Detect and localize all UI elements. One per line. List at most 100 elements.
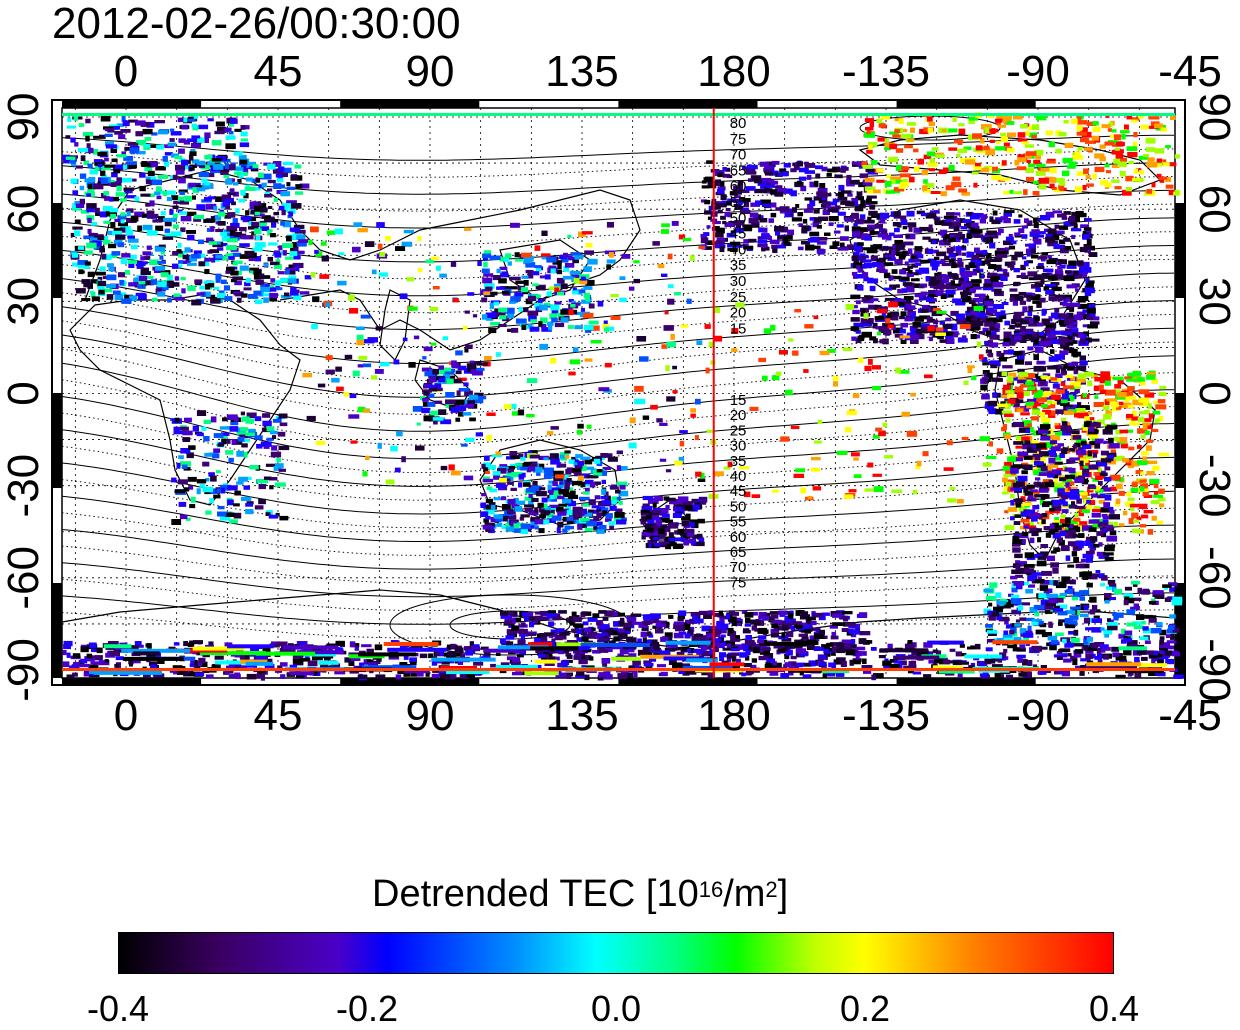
tec-point [589,499,596,505]
tec-point [141,268,149,273]
tec-point [1038,263,1044,266]
tec-point [241,138,248,141]
tec-point [1043,501,1053,505]
tec-point [799,177,807,181]
tec-point [1032,300,1041,304]
tec-point [1002,372,1008,376]
tec-point [1042,513,1047,517]
tec-point [210,298,221,303]
frame-bar-left [52,393,62,488]
tec-point [566,674,571,679]
tec-point [908,248,912,253]
tec-point [255,280,264,285]
tec-point [225,450,233,455]
tec-point [879,339,888,343]
tec-point [543,457,548,460]
tec-point [279,516,288,521]
tec-point [1105,495,1112,501]
tec-point [1094,386,1100,392]
tec-point [183,641,188,646]
tec-point [896,244,905,249]
tec-point [1055,231,1064,235]
tec-point [575,454,583,458]
tec-point [139,186,145,191]
tec-point [1133,132,1137,137]
tec-point [1090,339,1100,342]
tec-point [1065,270,1072,273]
tec-point [209,241,217,245]
tec-point [1003,424,1007,430]
tec-point [956,218,961,222]
tec-point [99,248,105,253]
tec-point [856,265,860,269]
tec-point [1050,524,1055,529]
tec-point [885,181,892,187]
tec-point [188,183,196,188]
frame-bar-right [1175,393,1185,488]
tec-point [978,314,986,318]
tec-point [1024,218,1029,223]
tec-point [144,144,150,147]
tec-point [1022,306,1027,312]
tec-point [1001,276,1008,281]
tec-point [754,189,765,193]
tec-point [268,206,272,209]
tec-point [993,392,997,398]
tec-point [1165,145,1171,148]
tec-point [911,652,916,655]
tec-point [210,226,214,232]
tec-point [1061,332,1072,335]
tec-point [861,256,866,260]
tec-point [294,165,301,169]
tec-point [511,488,517,491]
tec-point [861,309,865,313]
tec-point [171,519,181,525]
tec-point [280,674,285,679]
tec-point [254,435,262,440]
tec-point [989,129,999,133]
tec-point [1068,261,1076,266]
tec-point [238,437,245,442]
tec-point [1047,474,1054,477]
tec-point [1099,385,1104,390]
tec-point [1096,531,1103,536]
tec-point [1095,439,1104,444]
tec-point [1035,505,1040,509]
tec-point [1075,289,1079,292]
tec-point [524,504,534,507]
tec-point [1002,116,1012,121]
tec-point [234,491,241,496]
tec-point [1002,657,1006,661]
tec-point [983,250,987,255]
tec-point [66,157,76,160]
tec-point [1089,427,1095,432]
tec-point [1026,168,1035,174]
tec-point [1037,561,1047,567]
tec-point [962,253,966,256]
tec-point [155,247,166,252]
tec-point [1080,355,1087,360]
tec-point [903,226,908,229]
tec-point [967,212,972,216]
tec-point [899,185,906,189]
tec-point [361,644,372,647]
tec-point [1083,554,1094,559]
tec-point [274,198,278,202]
tec-point [960,226,967,229]
tec-point [72,253,78,258]
frame-bar-left [52,203,62,298]
tec-point [718,210,723,214]
tec-point [867,227,873,231]
tec-point [952,117,956,122]
tec-point [236,451,244,457]
tec-point [585,528,593,532]
tec-point [1104,477,1111,482]
tec-point [234,513,242,519]
tec-point [1155,418,1160,423]
tec-point [943,324,953,329]
tec-point [95,208,100,213]
tec-point [178,149,185,154]
tec-point [225,206,230,210]
tec-point [673,513,682,518]
tec-point [195,672,204,676]
